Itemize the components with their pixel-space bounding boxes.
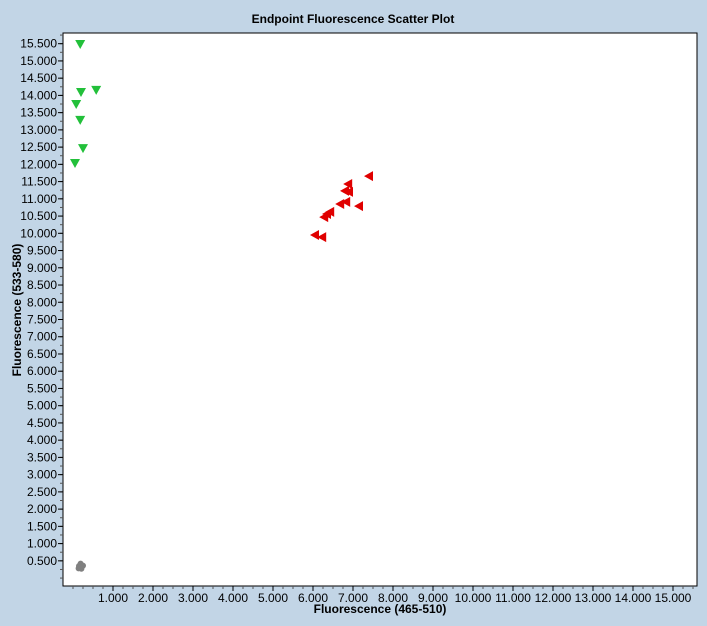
y-tick-label: 8.000 xyxy=(27,295,57,309)
data-point-triangle-left xyxy=(335,199,345,210)
data-points xyxy=(70,40,373,572)
data-point-circle xyxy=(77,560,84,567)
x-tick-label: 10.000 xyxy=(455,591,492,605)
chart-title: Endpoint Fluorescence Scatter Plot xyxy=(252,12,455,26)
x-tick-label: 1.000 xyxy=(98,591,128,605)
y-tick-label: 5.000 xyxy=(27,399,57,413)
data-point-triangle-left xyxy=(364,171,373,182)
data-point-triangle-left xyxy=(317,232,327,243)
x-tick-label: 9.000 xyxy=(418,591,448,605)
y-tick-label: 8.500 xyxy=(27,278,57,292)
y-axis-label: Fluorescence (533-580) xyxy=(10,244,24,377)
y-axis: 0.500 1.000 1.500 2.000 2.500 3.000 3.500 4.000… xyxy=(20,34,63,579)
y-tick-label: 2.000 xyxy=(27,502,57,516)
data-point-triangle-left xyxy=(319,212,329,223)
y-tick-label: 4.500 xyxy=(27,416,57,430)
y-tick-label: 1.000 xyxy=(27,537,57,551)
y-tick-label: 12.500 xyxy=(20,140,57,154)
y-tick-label: 13.000 xyxy=(20,123,57,137)
y-tick-label: 12.000 xyxy=(20,157,57,171)
x-tick-label: 8.000 xyxy=(378,591,408,605)
x-tick-label: 15.000 xyxy=(655,591,692,605)
x-tick-label: 5.000 xyxy=(258,591,288,605)
y-tick-label: 14.000 xyxy=(20,88,57,102)
y-tick-label: 11.500 xyxy=(21,175,57,189)
y-tick-label: 6.000 xyxy=(27,364,57,378)
y-tick-label: 15.000 xyxy=(20,54,57,68)
y-tick-label: 2.500 xyxy=(27,485,57,499)
x-tick-label: 7.000 xyxy=(338,591,368,605)
y-tick-label: 4.000 xyxy=(27,433,57,447)
y-tick-label: 14.500 xyxy=(20,71,57,85)
y-tick-label: 10.500 xyxy=(20,209,57,223)
data-point-circle xyxy=(78,565,85,572)
x-tick-label: 6.000 xyxy=(298,591,328,605)
y-tick-label: 3.500 xyxy=(27,450,57,464)
y-tick-label: 6.500 xyxy=(27,347,57,361)
y-tick-label: 9.500 xyxy=(27,244,57,258)
y-tick-label: 1.500 xyxy=(27,519,57,533)
x-tick-label: 11.000 xyxy=(495,591,531,605)
data-point-triangle-down xyxy=(75,40,86,50)
data-point-triangle-left xyxy=(310,230,319,241)
data-point-triangle-down xyxy=(71,100,82,110)
x-tick-label: 3.000 xyxy=(178,591,208,605)
plot-area xyxy=(62,32,698,587)
data-point-triangle-down xyxy=(91,85,102,95)
y-tick-label: 9.000 xyxy=(27,261,57,275)
data-point-triangle-down xyxy=(76,87,86,97)
y-tick-label: 0.500 xyxy=(27,554,57,568)
data-point-triangle-down xyxy=(75,115,86,125)
data-point-triangle-left xyxy=(354,201,363,212)
data-point-triangle-left xyxy=(343,179,353,190)
data-point-triangle-down xyxy=(70,158,80,168)
x-tick-label: 2.000 xyxy=(138,591,168,605)
x-tick-label: 12.000 xyxy=(535,591,572,605)
x-tick-label: 14.000 xyxy=(615,591,652,605)
y-tick-label: 7.000 xyxy=(27,330,57,344)
y-tick-label: 10.000 xyxy=(20,226,57,240)
x-axis-label: Fluorescence (465-510) xyxy=(314,602,447,616)
data-point-triangle-left xyxy=(341,196,351,207)
y-tick-label: 7.500 xyxy=(27,312,57,326)
y-tick-label: 15.500 xyxy=(20,37,57,51)
y-tick-label: 5.500 xyxy=(27,381,57,395)
y-tick-label: 3.000 xyxy=(27,468,57,482)
data-point-triangle-down xyxy=(78,144,88,154)
x-tick-label: 4.000 xyxy=(218,591,248,605)
x-axis: 1.000 2.000 3.000 4.000 5.000 6.000 7.000 8.000… xyxy=(72,586,694,605)
y-tick-label: 11.000 xyxy=(21,192,57,206)
y-tick-label: 13.500 xyxy=(20,106,57,120)
data-point-triangle-left xyxy=(344,186,353,197)
x-tick-label: 13.000 xyxy=(575,591,612,605)
